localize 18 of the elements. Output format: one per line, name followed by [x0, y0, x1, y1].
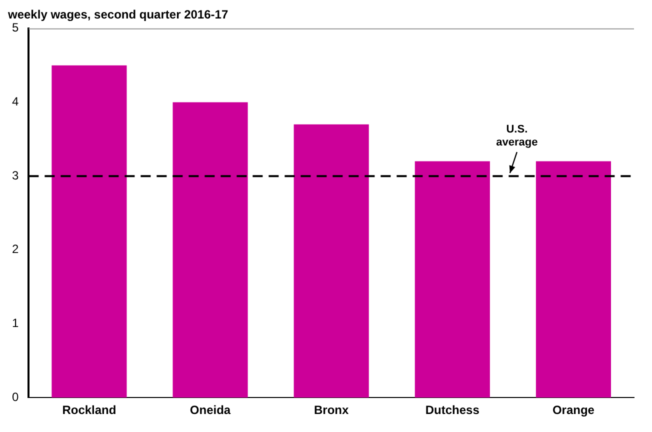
bar [294, 124, 369, 398]
x-tick-label: Dutchess [425, 403, 480, 418]
y-tick-label: 1 [12, 316, 19, 330]
x-tick-label: Rockland [62, 403, 116, 418]
y-tick-label: 2 [12, 242, 19, 256]
bar [536, 161, 611, 398]
x-tick-label: Orange [552, 403, 595, 418]
ref-line-label: U.S. average [496, 124, 538, 149]
x-tick-label: Bronx [314, 403, 349, 418]
y-tick-label: 3 [12, 168, 19, 182]
y-tick-label: 5 [12, 20, 19, 35]
bar [414, 161, 490, 398]
y-tick-label: 4 [12, 94, 19, 109]
bar [172, 102, 248, 398]
bar [52, 65, 127, 398]
y-tick-label: 0 [12, 390, 19, 404]
x-tick-label: Oneida [190, 403, 231, 418]
chart-title: weekly wages, second quarter 2016-17 [7, 8, 228, 22]
